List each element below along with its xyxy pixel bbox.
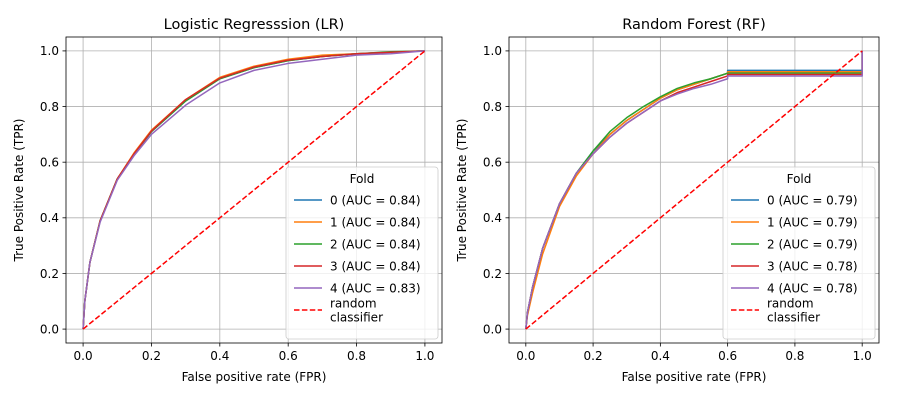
y-tick-label: 0.2 bbox=[483, 267, 502, 281]
chart-title: Logistic Regresssion (LR) bbox=[164, 17, 345, 33]
legend-entry-label: 1 (AUC = 0.79) bbox=[767, 215, 858, 229]
y-tick-label: 0.6 bbox=[483, 155, 502, 169]
legend: Fold 0 (AUC = 0.84) 1 (AUC = 0.84) 2 (AUC =… bbox=[285, 166, 439, 340]
legend: Fold 0 (AUC = 0.79) 1 (AUC = 0.79) 2 (AUC =… bbox=[722, 166, 876, 340]
x-tick-label: 0.2 bbox=[142, 349, 161, 363]
legend-entry-label: 4 (AUC = 0.83) bbox=[330, 281, 421, 295]
chart-panel-1: 0.0 0.2 0.4 0.6 0.8 1.0 0.0 0.2 0.4 0.6 0.8 1.0 Rand… bbox=[455, 17, 880, 384]
axes-frame bbox=[65, 36, 443, 344]
chart-title: Random Forest (RF) bbox=[622, 17, 765, 33]
legend-entry-label: random classifier bbox=[767, 296, 820, 324]
x-tick-label: 0.0 bbox=[74, 349, 93, 363]
y-tick-label: 1.0 bbox=[40, 44, 59, 58]
random-classifier-line bbox=[82, 50, 426, 330]
x-tick-label: 0.6 bbox=[718, 349, 737, 363]
x-tick-label: 0.4 bbox=[651, 349, 670, 363]
legend-entry-label: 2 (AUC = 0.84) bbox=[330, 237, 421, 251]
y-tick-label: 1.0 bbox=[483, 44, 502, 58]
legend-entry-label: 3 (AUC = 0.78) bbox=[767, 259, 858, 273]
legend-box bbox=[285, 166, 439, 340]
legend-entry-label: 0 (AUC = 0.84) bbox=[330, 193, 421, 207]
legend-entry-label: 3 (AUC = 0.84) bbox=[330, 259, 421, 273]
x-tick-label: 1.0 bbox=[415, 349, 434, 363]
legend-entry-label: 0 (AUC = 0.79) bbox=[767, 193, 858, 207]
y-tick-label: 0.8 bbox=[40, 100, 59, 114]
y-axis-label: True Positive Rate (TPR) bbox=[12, 119, 26, 263]
legend-title: Fold bbox=[350, 172, 375, 186]
random-classifier-line bbox=[525, 50, 863, 330]
y-tick-label: 0.4 bbox=[40, 211, 59, 225]
y-tick-label: 0.6 bbox=[40, 155, 59, 169]
y-tick-label: 0.2 bbox=[40, 267, 59, 281]
axes-frame bbox=[508, 36, 880, 344]
y-tick-label: 0.4 bbox=[483, 211, 502, 225]
y-tick-label: 0.0 bbox=[483, 322, 502, 336]
x-tick-label: 0.4 bbox=[210, 349, 229, 363]
x-tick-label: 0.8 bbox=[785, 349, 804, 363]
x-axis-label: False positive rate (FPR) bbox=[622, 370, 767, 384]
y-axis-label: True Positive Rate (TPR) bbox=[455, 119, 469, 263]
legend-entry-label: 4 (AUC = 0.78) bbox=[767, 281, 858, 295]
x-axis-label: False positive rate (FPR) bbox=[182, 370, 327, 384]
y-tick-label: 0.8 bbox=[483, 100, 502, 114]
x-tick-label: 1.0 bbox=[853, 349, 872, 363]
roc-curve-fold-4 bbox=[525, 50, 863, 330]
x-tick-label: 0.0 bbox=[516, 349, 535, 363]
y-tick-label: 0.0 bbox=[40, 322, 59, 336]
x-tick-label: 0.2 bbox=[584, 349, 603, 363]
x-tick-label: 0.6 bbox=[279, 349, 298, 363]
roc-curve-fold-4 bbox=[82, 50, 425, 330]
legend-box bbox=[722, 166, 876, 340]
legend-entry-label: 1 (AUC = 0.84) bbox=[330, 215, 421, 229]
legend-title: Fold bbox=[787, 172, 812, 186]
x-tick-label: 0.8 bbox=[347, 349, 366, 363]
chart-panel-0: 0.0 0.2 0.4 0.6 0.8 1.0 0.0 0.2 0.4 0.6 0.8 1.0 Logi… bbox=[12, 17, 443, 384]
legend-entry-label: 2 (AUC = 0.79) bbox=[767, 237, 858, 251]
legend-entry-label: random classifier bbox=[330, 296, 383, 324]
